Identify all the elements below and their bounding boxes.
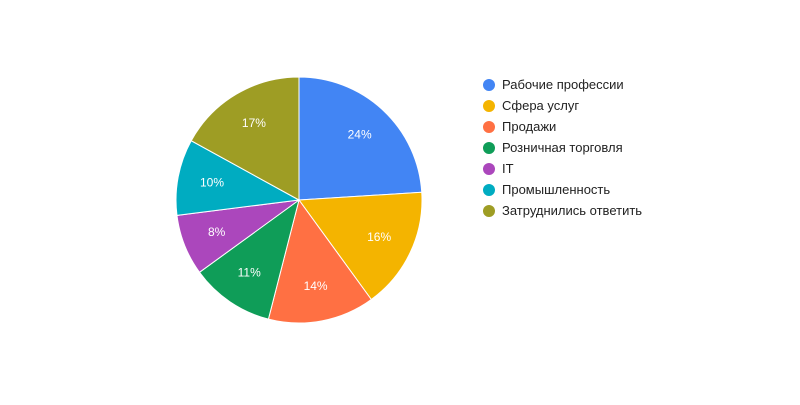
slice-value-label: 24% (348, 128, 372, 142)
pie-slice (198, 198, 300, 320)
legend-label: Промышленность (502, 182, 611, 197)
slice-value-label: 14% (304, 279, 328, 293)
pie-slice (298, 191, 423, 301)
legend-label: Сфера услуг (502, 98, 580, 113)
legend-swatch-icon (483, 141, 495, 154)
slice-value-label: 11% (238, 265, 261, 279)
slice-value-label: 17% (242, 116, 266, 130)
legend-item-7: Затруднились ответить (483, 200, 783, 221)
legend-swatch-icon (483, 99, 495, 112)
legend-item-4: Розничная торговля (483, 137, 783, 158)
pie-slice (298, 76, 423, 201)
legend-item-5: IT (483, 158, 783, 179)
legend-label: Рабочие профессии (502, 77, 624, 92)
pie-slice (190, 76, 300, 201)
legend-item-6: Промышленность (483, 179, 783, 200)
pie-slice (267, 198, 372, 324)
legend-item-3: Продажи (483, 116, 783, 137)
slice-value-label: 16% (367, 230, 391, 244)
pie-slice (175, 140, 301, 216)
legend-label: Затруднились ответить (502, 203, 643, 218)
legend-swatch-icon (483, 120, 495, 133)
legend-swatch-icon (483, 183, 495, 196)
legend-label: Продажи (502, 119, 557, 134)
legend-swatch-icon (483, 78, 495, 91)
legend-swatch-icon (483, 162, 495, 175)
legend-item-1: Рабочие профессии (483, 74, 783, 95)
legend-label: IT (502, 161, 514, 176)
legend: Рабочие профессии Сфера услуг Продажи Ро… (483, 74, 783, 221)
legend-swatch-icon (483, 204, 495, 217)
legend-item-2: Сфера услуг (483, 95, 783, 116)
slice-value-label: 8% (208, 225, 226, 239)
slice-value-label: 10% (200, 176, 224, 190)
legend-label: Розничная торговля (502, 140, 623, 155)
